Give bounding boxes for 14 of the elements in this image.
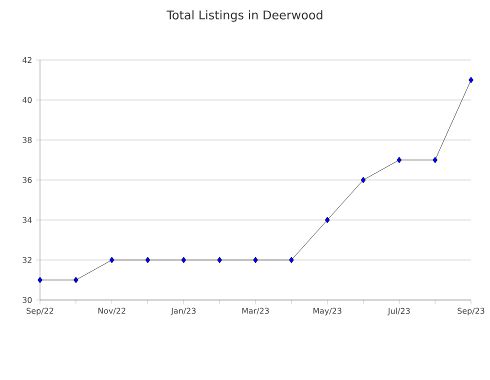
point: [468, 76, 474, 84]
point: [396, 156, 402, 164]
point: [324, 216, 330, 224]
point: [360, 176, 366, 184]
point: [217, 256, 222, 264]
point: [432, 156, 438, 164]
point: [109, 256, 114, 264]
point: [288, 256, 294, 264]
chart-title: Total Listings in Deerwood: [166, 10, 322, 22]
point: [145, 256, 150, 264]
point: [181, 256, 186, 264]
point: [73, 276, 78, 284]
point: [38, 276, 42, 284]
point: [253, 256, 258, 264]
